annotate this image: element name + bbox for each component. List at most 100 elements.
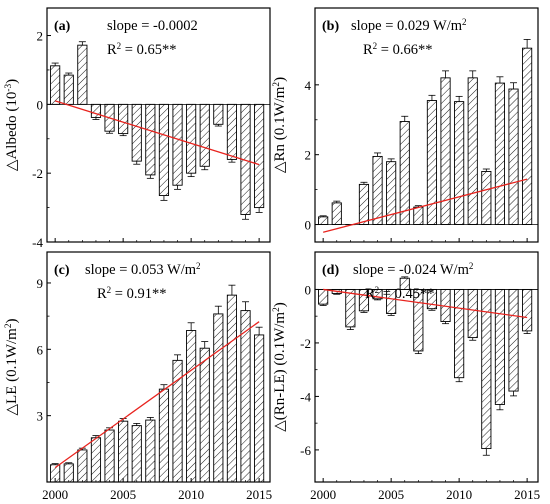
bar-2012 [481, 171, 492, 225]
y-tick-label: 2 [37, 29, 44, 44]
plot-frame [314, 7, 539, 243]
bar-2003 [90, 103, 102, 118]
slope-annotation: slope = 0.053 W/m2 [85, 261, 201, 278]
bar-2002 [77, 44, 88, 105]
y-axis-label: △LE (0.1W/m2) [4, 318, 20, 415]
bar-2013 [494, 82, 505, 225]
r2-annotation: R2 = 0.45** [365, 285, 434, 302]
slope-annotation: slope = 0.029 W/m2 [351, 17, 467, 34]
bar-2009 [172, 359, 183, 483]
bar-2000 [318, 288, 329, 305]
x-tick-label: 2010 [178, 487, 204, 502]
y-tick-label: 6 [37, 342, 44, 357]
bar-2009 [440, 77, 451, 225]
y-tick-label: 3 [37, 409, 44, 424]
y-axis-label: △Rn (0.1W/m2) [272, 77, 288, 173]
trend-line [54, 100, 260, 166]
bar-2004 [372, 155, 383, 225]
slope-annotation: slope = -0.024 W/m2 [353, 261, 473, 278]
y-tick-label: 9 [37, 276, 44, 291]
bar-2015 [254, 103, 265, 209]
bar-2012 [213, 103, 224, 125]
y-tick-label: -4 [32, 235, 43, 250]
y-tick-label: 0 [305, 282, 312, 297]
bar-2001 [63, 74, 74, 105]
x-tick-label: 2010 [446, 487, 472, 502]
bar-2010 [454, 101, 465, 225]
bar-2009 [172, 103, 183, 186]
bar-2010 [454, 288, 465, 379]
bar-2005 [118, 420, 129, 483]
bar-2001 [63, 463, 74, 483]
bar-2015 [522, 47, 533, 225]
bar-2014 [240, 310, 251, 483]
x-tick-label: 2000 [42, 487, 68, 502]
bar-2011 [467, 288, 478, 339]
bar-2000 [50, 65, 61, 105]
panel-label: (d) [322, 263, 339, 278]
bar-2007 [413, 206, 424, 225]
bar-2013 [226, 294, 238, 483]
y-tick-label: -4 [300, 389, 311, 404]
y-tick-label: 0 [37, 97, 44, 112]
x-tick-label: 2015 [514, 487, 540, 502]
y-tick-label: -2 [32, 166, 43, 181]
bar-2000 [318, 216, 329, 225]
bar-2001 [331, 202, 342, 225]
panel-a: -4 -2 0 2 (a) slope = -0.0002 R2 = 0.65** △Albe… [4, 7, 271, 250]
y-tick-label: -6 [300, 443, 311, 458]
bar-2002 [345, 288, 356, 328]
bar-2010 [186, 330, 197, 483]
panel-label: (b) [322, 19, 339, 34]
bar-2003 [90, 437, 102, 483]
slope-annotation: slope = -0.0002 [107, 18, 198, 34]
x-tick-label: 2005 [378, 487, 404, 502]
plot-frame [46, 7, 271, 243]
bar-2015 [522, 288, 533, 332]
x-tick-label: 2005 [110, 487, 136, 502]
y-axis-label: △(Rn-LE) (0.1W/m2) [272, 302, 288, 432]
y-tick-label: 0 [305, 218, 312, 233]
bar-2011 [199, 103, 210, 167]
bar-2007 [145, 103, 156, 176]
bar-2006 [399, 121, 410, 225]
panel-b: 0 2 4 (b) slope = 0.029 W/m2 R2 = 0.66** △Rn (… [272, 7, 539, 243]
bar-2011 [467, 77, 478, 225]
r2-annotation: R2 = 0.91** [97, 285, 166, 302]
bar-2008 [426, 100, 438, 225]
bar-2002 [77, 449, 88, 483]
panel-label: (c) [54, 263, 70, 278]
bar-2012 [481, 288, 492, 450]
y-tick-label: 4 [305, 78, 312, 93]
y-axis-label: △Albedo (10-3) [4, 79, 20, 171]
bar-2014 [508, 88, 519, 225]
bar-2006 [131, 425, 142, 483]
x-tick-label: 2000 [310, 487, 336, 502]
panel-d: -6 -4 -2 0 2000 2005 2010 2015 (d) slope = -0.024… [272, 251, 540, 502]
x-tick-label: 2015 [246, 487, 272, 502]
plot-frame [46, 251, 271, 483]
bar-2011 [199, 347, 210, 483]
y-tick-label: -2 [300, 336, 311, 351]
bar-2007 [145, 419, 156, 483]
bar-2010 [186, 103, 197, 174]
bar-2012 [213, 313, 224, 483]
bar-2005 [118, 103, 129, 135]
y-tick-label: 2 [305, 148, 312, 163]
bar-2008 [158, 103, 170, 196]
trend-line [322, 178, 528, 233]
bar-2013 [494, 288, 505, 405]
trend-line [323, 288, 528, 319]
bar-2008 [158, 388, 170, 483]
bar-2013 [226, 103, 238, 160]
r2-annotation: R2 = 0.65** [107, 41, 176, 58]
bar-2004 [104, 429, 115, 483]
bar-2015 [254, 334, 265, 483]
panel-label: (a) [54, 19, 71, 34]
bar-2006 [131, 103, 142, 162]
bar-2014 [508, 288, 519, 392]
bar-2003 [358, 183, 370, 225]
panel-c: 3 6 9 2000 2005 2010 2015 (c) slope = 0.053 W/m2… [4, 251, 272, 502]
plot-frame [314, 251, 539, 483]
